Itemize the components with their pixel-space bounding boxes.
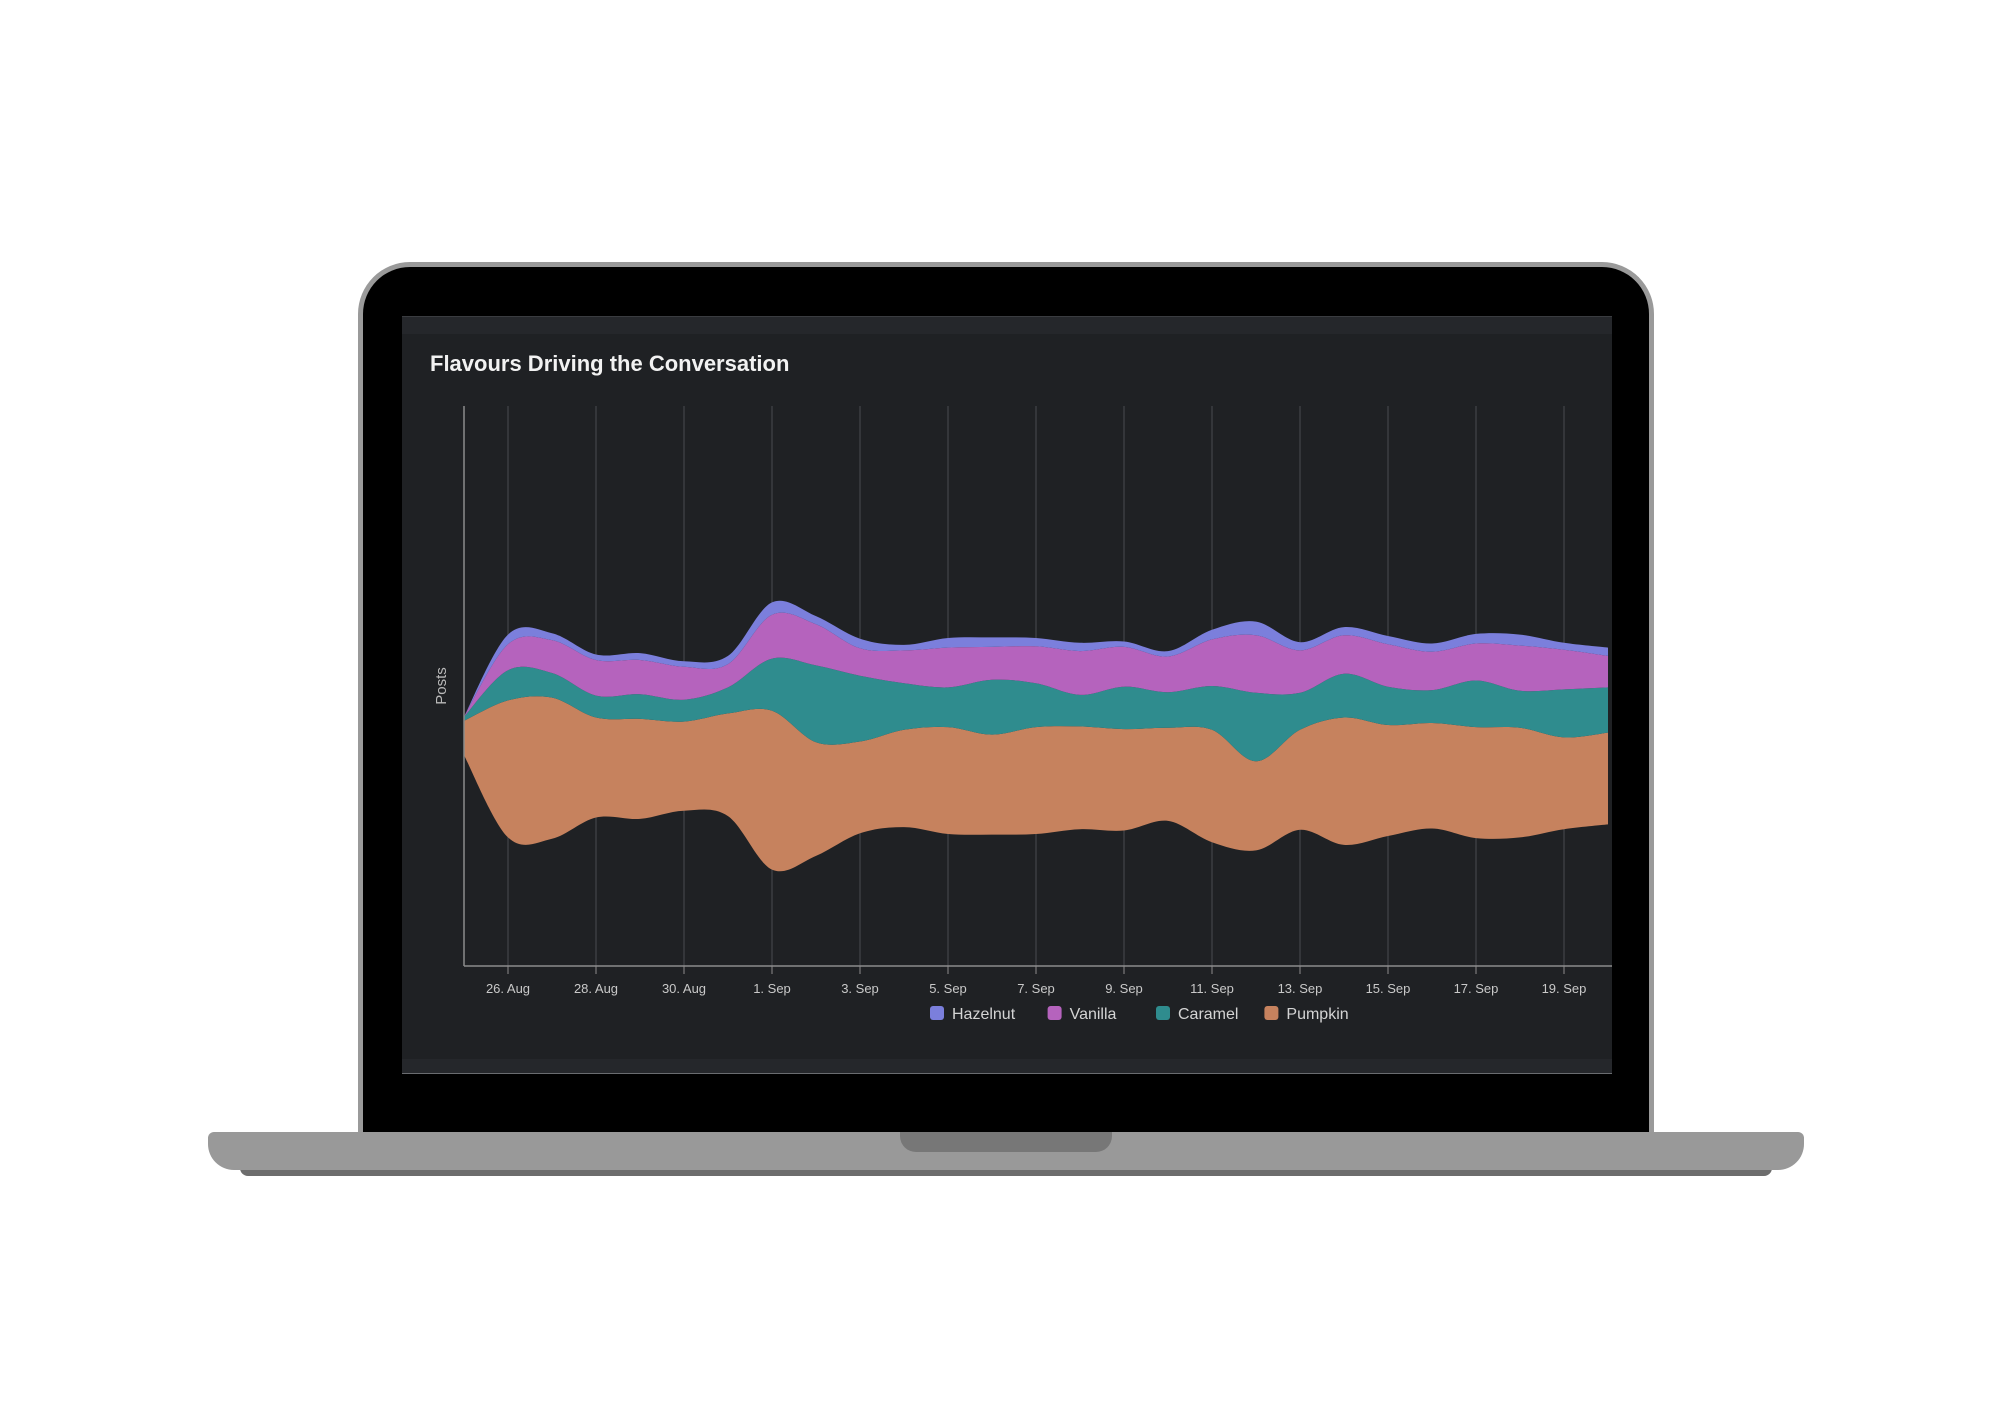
x-tick-label: 26. Aug [486, 981, 530, 996]
x-tick-label: 11. Sep [1190, 981, 1234, 996]
screen-top-strip [402, 316, 1612, 334]
streamgraph-chart: 26. Aug 28. Aug 30. Aug 1. Sep 3. Sep 5. Sep 7… [433, 406, 1612, 1023]
legend-swatch [1047, 1006, 1062, 1020]
legend: Hazelnut Vanilla Caramel Pumpkin [930, 1006, 1349, 1023]
legend-swatch [930, 1006, 944, 1020]
stream-pumpkin[interactable] [464, 696, 1608, 872]
x-tick-label: 13. Sep [1278, 981, 1323, 996]
legend-label: Hazelnut [952, 1006, 1016, 1023]
x-tick-label: 5. Sep [929, 981, 967, 996]
chart-title: Flavours Driving the Conversation [430, 351, 790, 376]
legend-item-hazelnut[interactable]: Hazelnut [930, 1006, 1016, 1023]
laptop-base-shadow [240, 1168, 1772, 1176]
laptop-notch [900, 1132, 1112, 1152]
legend-item-caramel[interactable]: Caramel [1156, 1006, 1238, 1023]
stream-hazelnut[interactable] [464, 600, 1608, 717]
x-tick-label: 1. Sep [753, 981, 791, 996]
y-axis-title: Posts [433, 667, 450, 705]
screen-bottom-strip [402, 1059, 1612, 1074]
x-tick-label: 30. Aug [662, 981, 706, 996]
legend-label: Pumpkin [1286, 1006, 1348, 1023]
x-tick-label: 17. Sep [1454, 981, 1499, 996]
x-tick-label: 15. Sep [1366, 981, 1411, 996]
legend-label: Caramel [1178, 1006, 1238, 1023]
legend-swatch [1264, 1006, 1279, 1020]
x-tick-label: 3. Sep [841, 981, 879, 996]
legend-item-pumpkin[interactable]: Pumpkin [1264, 1006, 1349, 1023]
x-tick-label: 9. Sep [1105, 981, 1143, 996]
x-tick-label: 28. Aug [574, 981, 618, 996]
chart-screen: Flavours Driving the Conversation 26. Au… [402, 316, 1612, 1074]
x-tick-label: 7. Sep [1017, 981, 1055, 996]
legend-label: Vanilla [1070, 1006, 1117, 1023]
x-tick-label: 19. Sep [1542, 981, 1587, 996]
stream-vanilla[interactable] [464, 612, 1608, 717]
legend-swatch [1156, 1006, 1170, 1020]
stream-layers [464, 600, 1608, 872]
x-axis-ticks: 26. Aug 28. Aug 30. Aug 1. Sep 3. Sep 5. Sep 7… [486, 966, 1586, 996]
stream-caramel[interactable] [464, 657, 1608, 762]
legend-item-vanilla[interactable]: Vanilla [1047, 1006, 1117, 1023]
